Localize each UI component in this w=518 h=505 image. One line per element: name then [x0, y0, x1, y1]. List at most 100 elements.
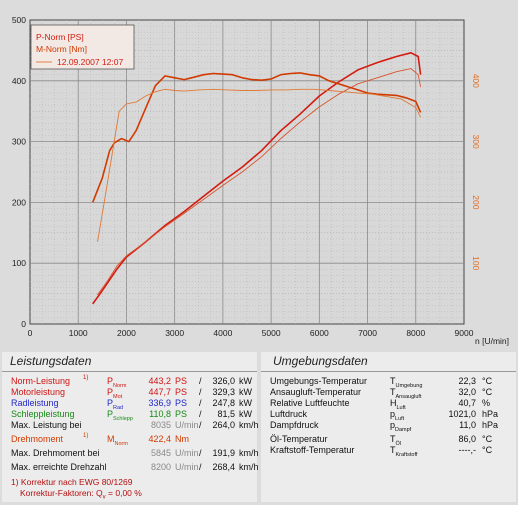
row-symbol: TÖl	[390, 434, 401, 447]
series-line	[91, 72, 422, 203]
row-value-1: 110,8	[149, 409, 171, 419]
y-left-tick-label: 400	[12, 76, 26, 86]
axes: 0 1000 2000 3000 4000 5000 6000 7000 8000 9000 0 10…	[12, 15, 481, 338]
y-left-tick-label: 200	[12, 197, 26, 207]
umgebung-row: Ansaugluft-Temperatur TAnsaugluft 32,0 °C	[270, 387, 510, 400]
umgebung-row: Dampfdruck pDampf 11,0 hPa	[270, 420, 510, 433]
leistung-row: Norm-Leistung 1) PNorm 443,2 PS / 326,0 kW	[11, 375, 256, 389]
row-label: Drehmoment	[11, 434, 64, 444]
y-right-tick-label: 100	[471, 256, 481, 270]
row-value-2: 329,3	[212, 387, 235, 397]
row-label: Schleppleistung	[11, 409, 75, 419]
umgebung-row: Kraftstoff-Temperatur TKraftstoff ----,- °C	[270, 445, 510, 458]
x-tick-label: 9000	[455, 328, 474, 338]
umgebungsdaten-panel: Umgebungsdaten Umgebungs-Temperatur TUmge…	[261, 352, 516, 502]
correction-factor: Korrektur-Faktoren: Qv = 0,00 %	[20, 488, 142, 501]
row-unit: °C	[482, 387, 493, 397]
x-tick-label: 3000	[165, 328, 184, 338]
umgebungsdaten-title: Umgebungsdaten	[273, 354, 368, 368]
row-value-1: 5845	[150, 448, 171, 458]
leistung-row: Max. Drehmoment bei 5845 U/min/ 191,9 km/h	[11, 448, 259, 459]
row-sep: /	[199, 398, 202, 408]
row-label: Umgebungs-Temperatur	[270, 376, 368, 386]
row-value-1: 8035	[150, 420, 171, 430]
series-line	[92, 51, 422, 305]
y-left-tick-label: 300	[12, 137, 26, 147]
row-symbol: PRad	[107, 398, 124, 411]
row-label: Kraftstoff-Temperatur	[270, 445, 355, 455]
leistung-row: Motorleistung PMot 447,7 PS / 329,3 kW	[11, 387, 256, 400]
row-value: 1021,0	[448, 409, 476, 419]
row-unit: °C	[482, 376, 493, 386]
leistung-row: Drehmoment 1) MNorm 422,4 Nm	[11, 433, 256, 447]
y-left-tick-label: 0	[21, 319, 26, 329]
row-value-2: 326,0	[212, 376, 235, 386]
umgebung-row: Luftdruck pLuft 1021,0 hPa	[270, 409, 510, 422]
row-unit-1: PS	[175, 398, 188, 408]
row-sep: /	[199, 420, 202, 430]
row-value-1: 8200	[150, 462, 171, 472]
row-symbol: MNorm	[107, 434, 128, 447]
umgebung-row: Umgebungs-Temperatur TUmgebung 22,3 °C	[270, 376, 510, 389]
row-unit-2: kW	[239, 376, 252, 386]
row-symbol: TAnsaugluft	[390, 387, 422, 400]
y-right-tick-label: 400	[471, 74, 481, 88]
divider	[261, 371, 516, 372]
series-line	[97, 68, 422, 296]
row-label: Relative Luftfeuchte	[270, 398, 350, 408]
row-unit: hPa	[482, 409, 499, 419]
dyno-chart: 0 1000 2000 3000 4000 5000 6000 7000 8000 9000 0 10…	[11, 15, 510, 346]
umgebung-row: Öl-Temperatur TÖl 86,0 °C	[270, 434, 510, 447]
row-value-1: 422,4	[148, 434, 171, 444]
row-value-1: 443,2	[148, 376, 171, 386]
row-label: Radleistung	[11, 398, 59, 408]
row-unit-1: Nm	[175, 434, 189, 444]
legend: P-Norm [PS] M-Norm [Nm] 12.09.2007 12:07	[30, 24, 135, 70]
row-label: Ansaugluft-Temperatur	[270, 387, 362, 397]
legend-date: 12.09.2007 12:07	[57, 57, 123, 67]
row-value: ----,-	[458, 445, 477, 455]
row-symbol: pLuft	[390, 409, 405, 422]
x-tick-label: 2000	[117, 328, 136, 338]
row-unit-2: km/h	[239, 420, 259, 430]
y-left-tick-label: 500	[12, 15, 26, 25]
row-mark: 1)	[83, 375, 89, 381]
row-value-2: 247,8	[212, 398, 235, 408]
row-unit-2: km/h	[239, 462, 259, 472]
row-symbol: TUmgebung	[390, 376, 423, 389]
row-value-2: 191,9	[212, 448, 235, 458]
x-tick-label: 6000	[310, 328, 329, 338]
y-right-tick-label: 200	[471, 195, 481, 209]
row-value-2: 264,0	[212, 420, 235, 430]
row-unit-2: kW	[239, 387, 252, 397]
leistung-row: Max. Leistung bei 8035 U/min/ 264,0 km/h	[11, 420, 259, 431]
row-unit-1: PS	[175, 387, 188, 397]
legend-m-norm: M-Norm [Nm]	[36, 44, 87, 54]
x-tick-label: 7000	[358, 328, 377, 338]
y-left-tick-label: 100	[12, 258, 26, 268]
series-lines	[91, 51, 422, 305]
row-unit-1: U/min	[175, 462, 199, 472]
row-unit-2: km/h	[239, 448, 259, 458]
umgebung-row: Relative Luftfeuchte HLuft 40,7%	[270, 398, 510, 411]
row-value-1: 336,9	[148, 398, 171, 408]
x-tick-label: 8000	[406, 328, 425, 338]
row-label: Öl-Temperatur	[270, 434, 328, 444]
x-axis-label: n [U/min]	[475, 336, 509, 346]
row-unit: °C	[482, 445, 493, 455]
row-sep: /	[199, 376, 202, 386]
leistung-row: Schleppleistung PSchlepp 110,8 PS / 81,5 kW	[11, 409, 256, 422]
row-label: Dampfdruck	[270, 420, 319, 430]
row-mark: 1)	[83, 433, 89, 439]
x-tick-label: 5000	[262, 328, 281, 338]
row-label: Max. Leistung bei	[11, 420, 82, 430]
row-unit: hPa	[482, 420, 499, 430]
leistung-row: Radleistung PRad 336,9 PS / 247,8 kW	[11, 398, 256, 411]
divider	[2, 371, 257, 372]
row-sep: /	[199, 409, 202, 419]
row-symbol: PMot	[107, 387, 123, 400]
row-unit-1: U/min	[175, 420, 199, 430]
legend-p-norm: P-Norm [PS]	[36, 32, 84, 42]
y-right-tick-label: 300	[471, 135, 481, 149]
row-symbol: TKraftstoff	[390, 445, 418, 458]
